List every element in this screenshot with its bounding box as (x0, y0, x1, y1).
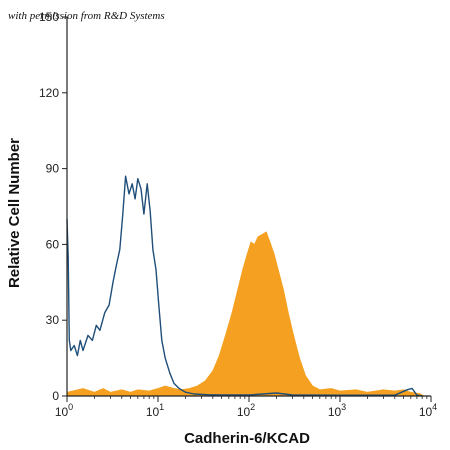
x-tick-label: 101 (146, 402, 164, 419)
histogram-filled-series (66, 231, 425, 397)
y-tick-label: 90 (46, 162, 60, 176)
x-tick-label: 102 (237, 402, 255, 419)
y-axis-title: Relative Cell Number (6, 138, 23, 288)
y-tick-label: 120 (39, 86, 59, 100)
x-tick-label: 100 (55, 402, 73, 419)
series-layer (66, 175, 425, 397)
y-tick-label: 60 (46, 237, 60, 251)
x-axis-ticks: 100 101 102 103 104 (55, 396, 437, 419)
histogram-outline-series (66, 175, 423, 397)
x-tick-label: 104 (419, 402, 437, 419)
y-tick-label: 30 (46, 313, 60, 327)
y-axis-ticks: 0 30 60 90 120 150 (39, 10, 67, 403)
y-tick-label: 150 (39, 10, 59, 24)
x-tick-label: 103 (328, 402, 346, 419)
x-axis-title: Cadherin-6/KCAD (184, 430, 310, 447)
watermark-text: with permission from R&D Systems (8, 10, 165, 22)
y-tick-label: 0 (52, 389, 59, 403)
